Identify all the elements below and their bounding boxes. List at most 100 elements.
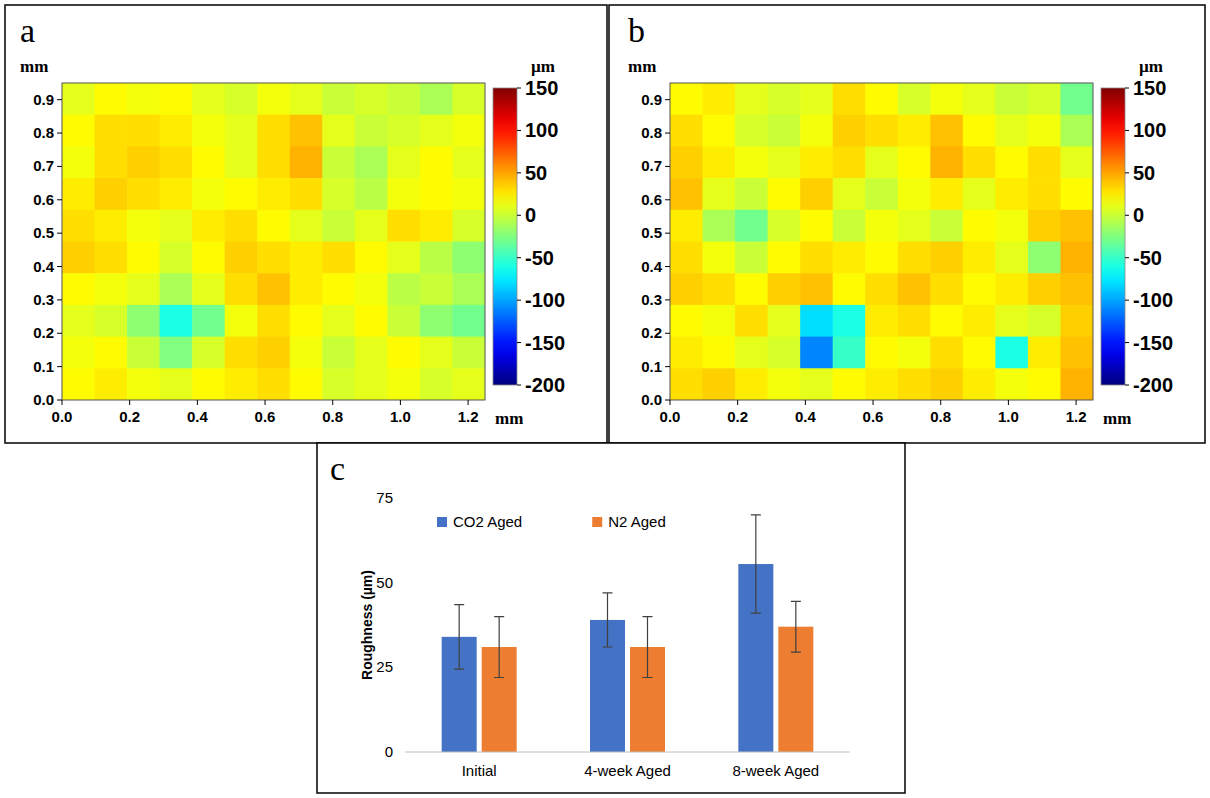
y-tick (665, 166, 670, 167)
heat-cell (62, 337, 95, 369)
heat-cell (355, 83, 388, 115)
heat-cell (355, 273, 388, 305)
y-tick (57, 233, 62, 234)
y-tick (665, 400, 670, 401)
heat-cell (420, 178, 453, 210)
x-tick-label: 0.6 (863, 408, 884, 425)
heat-cell (420, 242, 453, 274)
bars (442, 515, 814, 752)
heat-cell (670, 305, 703, 337)
x-tick-label: 4-week Aged (584, 762, 671, 779)
heat-cell (703, 305, 736, 337)
heat-cell (127, 83, 160, 115)
heat-cell (1028, 83, 1061, 115)
heat-cell (192, 146, 225, 178)
heat-cell (355, 115, 388, 147)
heat-cell (127, 305, 160, 337)
heat-cell (963, 178, 996, 210)
heat-cell (160, 273, 193, 305)
heat-cell (192, 178, 225, 210)
heat-cell (225, 178, 258, 210)
heat-cell (963, 242, 996, 274)
y-tick-label: 25 (376, 658, 393, 675)
legend-item: N2 Aged (592, 513, 666, 530)
heat-cell (420, 115, 453, 147)
heat-cell (1028, 368, 1061, 400)
heat-cell (898, 83, 931, 115)
y-axis-title: mm (20, 57, 48, 76)
heat-cell (735, 178, 768, 210)
heat-cell (322, 178, 355, 210)
heat-cell (833, 337, 866, 369)
y-tick-label: 0.8 (33, 124, 54, 141)
heat-cell (670, 178, 703, 210)
legend-label: CO2 Aged (453, 513, 522, 530)
heat-cell (127, 210, 160, 242)
colorbar-title: µm (1139, 57, 1163, 76)
heat-cell (1060, 178, 1093, 210)
y-axis-title: Roughness (µm) (359, 570, 375, 680)
heat-cell (865, 83, 898, 115)
heat-cell (257, 146, 290, 178)
colorbar-tick (517, 300, 521, 301)
heat-cell (355, 305, 388, 337)
heat-cell (160, 178, 193, 210)
heat-cell (452, 305, 485, 337)
heat-cell (703, 115, 736, 147)
heat-cell (703, 210, 736, 242)
x-tick (62, 400, 63, 405)
heat-cell (62, 210, 95, 242)
heat-cell (62, 242, 95, 274)
heat-cell (62, 146, 95, 178)
heat-cell (995, 178, 1028, 210)
heat-cell (1060, 210, 1093, 242)
legend-swatch (592, 517, 602, 527)
y-tick (665, 233, 670, 234)
heat-cell (225, 83, 258, 115)
heat-cell (387, 368, 420, 400)
heat-cell (127, 146, 160, 178)
colorbar (493, 88, 517, 385)
y-tick (402, 498, 405, 499)
heat-cell (420, 273, 453, 305)
heat-cell (963, 115, 996, 147)
error-bar (494, 617, 504, 678)
panel-frame (609, 5, 1205, 443)
y-tick-label: 50 (376, 574, 393, 591)
heat-cell (865, 178, 898, 210)
heat-cell (703, 146, 736, 178)
heat-cell (898, 115, 931, 147)
heat-cell (160, 305, 193, 337)
legend-swatch (437, 517, 447, 527)
heat-cell (1060, 242, 1093, 274)
heat-cell (930, 337, 963, 369)
heat-cell (225, 368, 258, 400)
error-bar (603, 593, 613, 647)
heat-cell (290, 337, 323, 369)
heat-cell (95, 273, 128, 305)
x-tick-label: 1.0 (998, 408, 1019, 425)
heat-cell (833, 242, 866, 274)
heat-cell (192, 273, 225, 305)
heat-cell (290, 305, 323, 337)
y-tick (665, 266, 670, 267)
y-tick-label: 0.0 (641, 391, 662, 408)
panel-frame (317, 443, 905, 793)
colorbar-tick (1125, 130, 1129, 131)
heat-cell (62, 368, 95, 400)
heat-cell (62, 115, 95, 147)
heat-cell (160, 337, 193, 369)
panel-label: a (20, 12, 35, 49)
heat-cell (160, 242, 193, 274)
heat-cell (800, 83, 833, 115)
heat-cell (127, 115, 160, 147)
heat-cell (95, 83, 128, 115)
heat-cell (95, 146, 128, 178)
heat-cell (1060, 273, 1093, 305)
x-tick (670, 400, 671, 405)
heat-cell (420, 368, 453, 400)
heat-cell (192, 210, 225, 242)
x-axis-title: mm (1103, 409, 1131, 428)
heat-cell (192, 368, 225, 400)
heat-cell (290, 210, 323, 242)
